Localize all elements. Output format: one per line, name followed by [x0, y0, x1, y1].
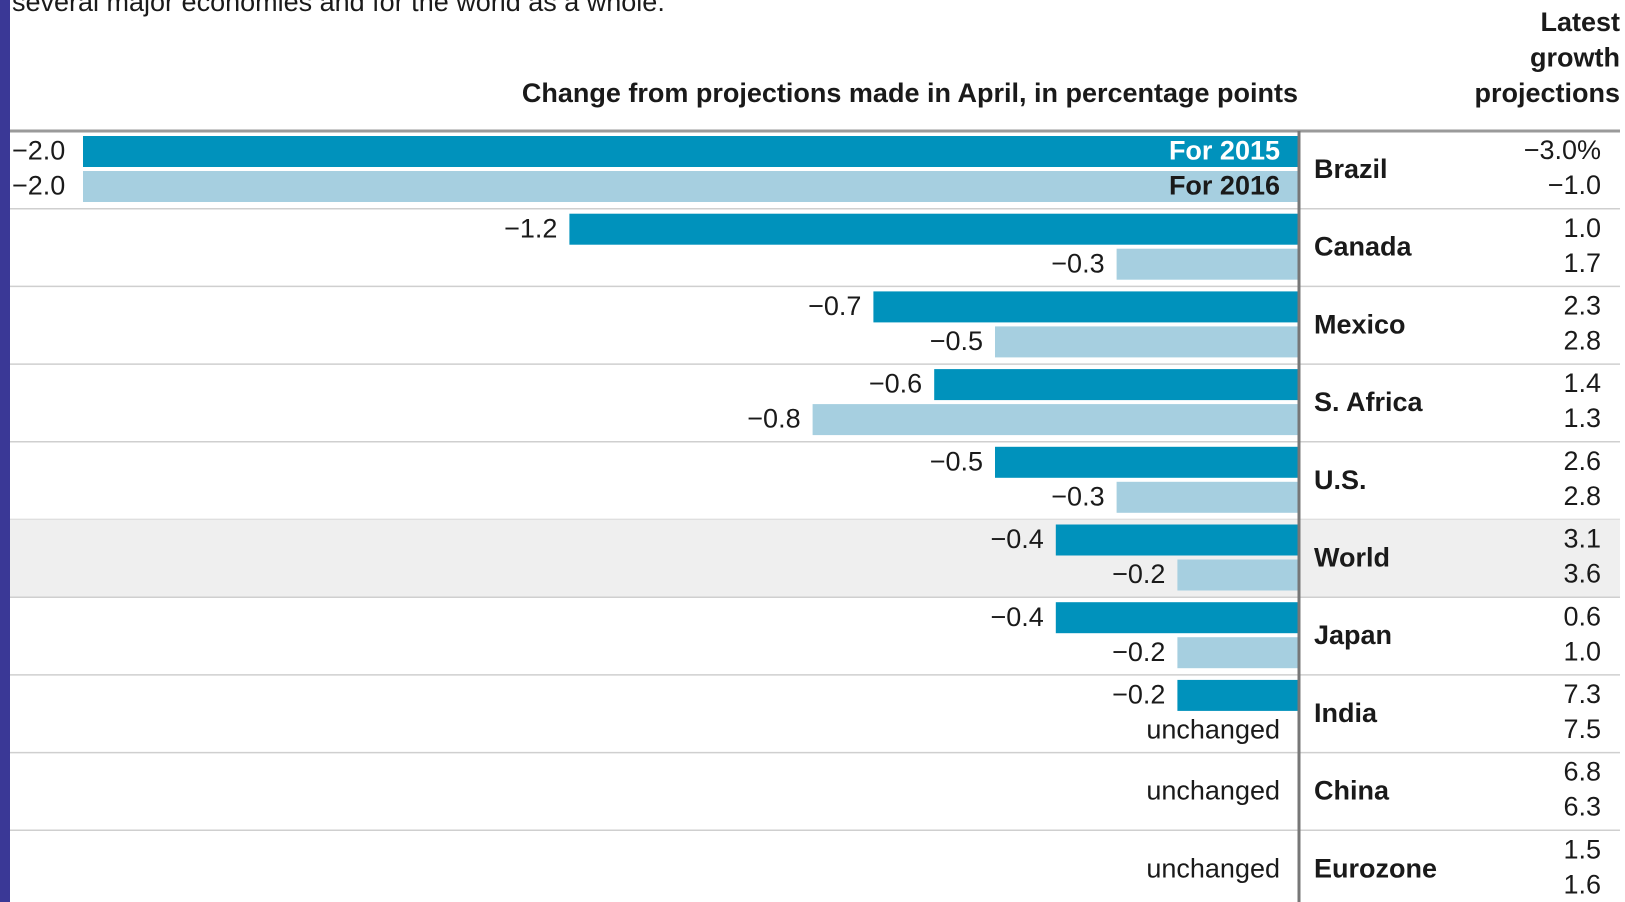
- value-label: −0.2: [1112, 637, 1165, 667]
- category-label: Japan: [1314, 620, 1392, 650]
- category-label: China: [1314, 776, 1390, 806]
- row-highlight: [10, 519, 1620, 598]
- latest-value: 1.4: [1563, 368, 1601, 398]
- latest-value: 1.6: [1563, 869, 1601, 899]
- category-label: Brazil: [1314, 154, 1388, 184]
- category-label: Mexico: [1314, 309, 1406, 339]
- bar: [934, 369, 1299, 401]
- bar: [1116, 481, 1299, 513]
- value-label: unchanged: [1146, 776, 1280, 806]
- bar: [1055, 602, 1299, 634]
- value-label: unchanged: [1146, 853, 1280, 883]
- bar: [995, 326, 1299, 358]
- chart-subtitle: several major economies and for the worl…: [12, 0, 665, 17]
- bar: [83, 171, 1299, 202]
- latest-value: 6.3: [1563, 792, 1601, 822]
- latest-header: Latest: [1540, 7, 1620, 37]
- value-label: −0.7: [808, 291, 861, 321]
- bar: [1055, 524, 1299, 556]
- legend-label: For 2015: [1169, 136, 1280, 166]
- bar: [1177, 559, 1299, 591]
- value-label: −0.5: [930, 446, 983, 476]
- bar: [569, 213, 1299, 245]
- category-label: Eurozone: [1314, 853, 1437, 883]
- latest-value: 6.8: [1563, 757, 1601, 787]
- bar: [83, 136, 1299, 167]
- bar: [1177, 679, 1299, 711]
- category-label: World: [1314, 542, 1390, 572]
- value-label: −0.2: [1112, 680, 1165, 710]
- bar: [812, 404, 1299, 436]
- latest-value: −1.0: [1548, 170, 1601, 200]
- chart-title: Change from projections made in April, i…: [522, 78, 1298, 108]
- bar: [1116, 248, 1299, 280]
- category-label: Canada: [1314, 232, 1413, 262]
- value-label: −0.6: [869, 369, 922, 399]
- latest-value: 2.8: [1563, 326, 1601, 356]
- latest-value: 3.6: [1563, 559, 1601, 589]
- latest-header: projections: [1474, 78, 1620, 108]
- value-label: −0.5: [930, 326, 983, 356]
- value-label: −2.0: [12, 136, 65, 166]
- category-label: S. Africa: [1314, 387, 1424, 417]
- latest-value: 3.1: [1563, 524, 1601, 554]
- value-label: −0.3: [1051, 248, 1104, 278]
- legend-label: For 2016: [1169, 171, 1280, 201]
- latest-value: 2.8: [1563, 481, 1601, 511]
- latest-value: 0.6: [1563, 601, 1601, 631]
- category-label: U.S.: [1314, 465, 1367, 495]
- bar: [873, 291, 1299, 323]
- latest-value: 2.3: [1563, 291, 1601, 321]
- value-label: −1.2: [504, 213, 557, 243]
- latest-value: 1.5: [1563, 834, 1601, 864]
- latest-value: 7.5: [1563, 714, 1601, 744]
- latest-value: 2.6: [1563, 446, 1601, 476]
- bar: [995, 446, 1299, 478]
- side-strip: [0, 0, 10, 902]
- latest-header: growth: [1530, 43, 1620, 73]
- value-label: unchanged: [1146, 715, 1280, 745]
- category-label: India: [1314, 698, 1378, 728]
- value-label: −0.4: [990, 602, 1043, 632]
- value-label: −2.0: [12, 171, 65, 201]
- latest-value: 1.3: [1563, 403, 1601, 433]
- value-label: −0.3: [1051, 481, 1104, 511]
- latest-value: 7.3: [1563, 679, 1601, 709]
- latest-value: −3.0%: [1524, 135, 1601, 165]
- value-label: −0.8: [747, 404, 800, 434]
- value-label: −0.2: [1112, 559, 1165, 589]
- bar: [1177, 637, 1299, 669]
- value-label: −0.4: [990, 524, 1043, 554]
- latest-value: 1.0: [1563, 636, 1601, 666]
- latest-value: 1.0: [1563, 213, 1601, 243]
- latest-value: 1.7: [1563, 248, 1601, 278]
